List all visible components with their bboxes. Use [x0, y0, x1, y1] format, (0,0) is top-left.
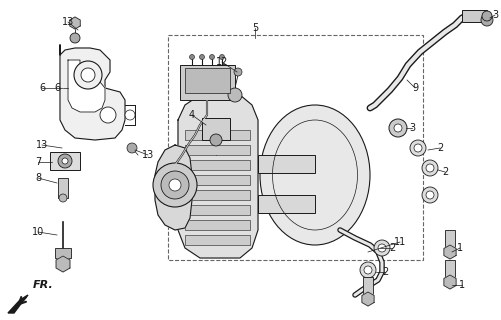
- Text: 8: 8: [35, 173, 41, 183]
- Circle shape: [482, 11, 492, 21]
- Bar: [185, 235, 250, 245]
- Bar: [185, 190, 250, 200]
- Polygon shape: [444, 275, 456, 289]
- Circle shape: [394, 124, 402, 132]
- Polygon shape: [155, 145, 192, 230]
- Bar: [462, 10, 487, 22]
- Text: 3: 3: [409, 123, 415, 133]
- Bar: [55, 248, 71, 258]
- Polygon shape: [56, 256, 70, 272]
- Polygon shape: [444, 245, 456, 259]
- Bar: [258, 155, 315, 173]
- Text: 7: 7: [35, 157, 41, 167]
- Polygon shape: [362, 292, 374, 306]
- Text: 6: 6: [54, 83, 60, 93]
- Circle shape: [228, 88, 242, 102]
- Circle shape: [189, 54, 194, 60]
- Circle shape: [426, 191, 434, 199]
- Bar: [185, 220, 250, 230]
- Circle shape: [426, 164, 434, 172]
- Circle shape: [125, 110, 135, 120]
- Circle shape: [127, 143, 137, 153]
- Text: 2: 2: [382, 267, 388, 277]
- Text: 10: 10: [32, 227, 44, 237]
- Text: 5: 5: [252, 23, 258, 33]
- Bar: [180, 65, 235, 100]
- Circle shape: [410, 140, 426, 156]
- Text: 2: 2: [442, 167, 448, 177]
- Circle shape: [360, 262, 376, 278]
- Bar: [185, 145, 250, 155]
- Circle shape: [74, 61, 102, 89]
- Bar: [185, 175, 250, 185]
- Circle shape: [100, 107, 116, 123]
- Circle shape: [378, 244, 386, 252]
- Text: 3: 3: [492, 10, 498, 20]
- Circle shape: [422, 187, 438, 203]
- Bar: [363, 277, 373, 295]
- Polygon shape: [68, 60, 105, 112]
- Bar: [168, 35, 423, 260]
- Circle shape: [70, 33, 80, 43]
- Text: 4: 4: [189, 110, 195, 120]
- Text: 11: 11: [394, 237, 406, 247]
- Text: 13: 13: [62, 17, 74, 27]
- Text: 2: 2: [437, 143, 443, 153]
- Polygon shape: [70, 17, 80, 29]
- Text: 1: 1: [457, 243, 463, 253]
- Bar: [185, 68, 230, 93]
- Bar: [50, 152, 80, 170]
- Circle shape: [209, 54, 214, 60]
- Circle shape: [481, 14, 493, 26]
- Bar: [202, 118, 230, 140]
- Polygon shape: [178, 95, 258, 258]
- Text: 1: 1: [459, 280, 465, 290]
- Bar: [258, 195, 315, 213]
- Text: 6: 6: [39, 83, 45, 93]
- Bar: [445, 230, 455, 248]
- Bar: [58, 178, 68, 198]
- Ellipse shape: [260, 105, 370, 245]
- Circle shape: [199, 54, 204, 60]
- Circle shape: [234, 68, 242, 76]
- Bar: [185, 160, 250, 170]
- Circle shape: [374, 240, 390, 256]
- Text: 13: 13: [36, 140, 48, 150]
- Circle shape: [414, 144, 422, 152]
- Circle shape: [153, 163, 197, 207]
- Text: 9: 9: [412, 83, 418, 93]
- Circle shape: [58, 154, 72, 168]
- Circle shape: [161, 171, 189, 199]
- Circle shape: [219, 54, 224, 60]
- Polygon shape: [60, 45, 125, 140]
- Circle shape: [389, 119, 407, 137]
- Text: 12: 12: [216, 57, 228, 67]
- Circle shape: [81, 68, 95, 82]
- Circle shape: [210, 134, 222, 146]
- Text: 13: 13: [142, 150, 154, 160]
- Circle shape: [422, 160, 438, 176]
- Circle shape: [62, 158, 68, 164]
- Bar: [185, 130, 250, 140]
- Circle shape: [59, 194, 67, 202]
- Circle shape: [169, 179, 181, 191]
- Polygon shape: [8, 295, 28, 313]
- Text: FR.: FR.: [33, 280, 54, 290]
- Bar: [185, 205, 250, 215]
- Text: 2: 2: [389, 243, 395, 253]
- Circle shape: [364, 266, 372, 274]
- Bar: [445, 260, 455, 278]
